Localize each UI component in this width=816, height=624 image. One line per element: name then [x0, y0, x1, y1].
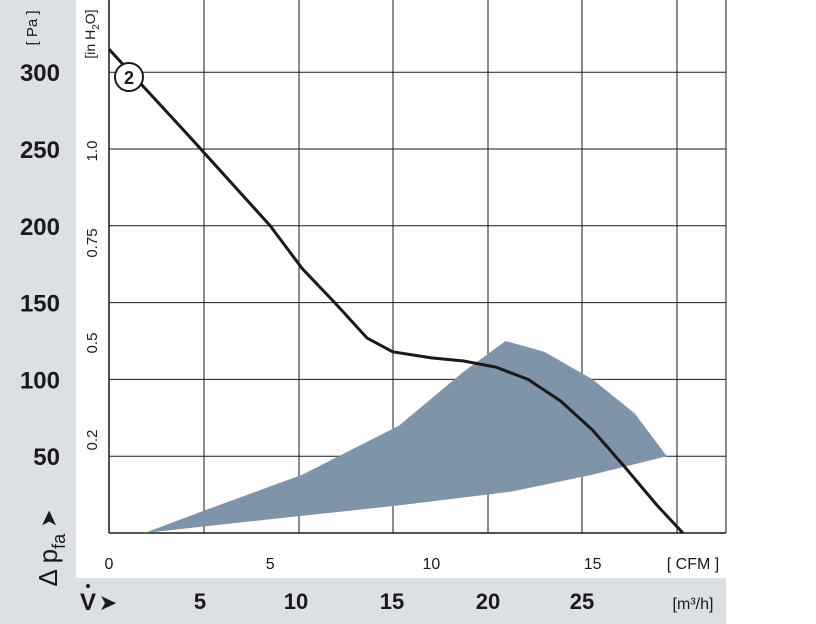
m3h-unit-label: [m³/h]: [673, 596, 714, 613]
y-axis-label: Δ pfa➤: [33, 509, 69, 586]
inh2o-tick-0.75: 0.75: [84, 228, 101, 257]
inh2o-tick-1.0: 1.0: [84, 141, 101, 162]
pa-tick-300: 300: [20, 60, 60, 87]
inh2o-tick-0.5: 0.5: [84, 333, 101, 354]
cfm-tick-15: 15: [584, 556, 602, 573]
m3h-tick-15: 15: [380, 589, 404, 614]
series-label: 2: [124, 68, 134, 88]
m3h-tick-25: 25: [570, 589, 594, 614]
cfm-tick-5: 5: [266, 556, 275, 573]
cfm-tick-0: 0: [105, 556, 114, 573]
series-label-marker: 2: [114, 62, 144, 92]
series-line-2: [107, 48, 684, 535]
x-axis-symbol: V: [80, 589, 96, 616]
cfm-unit-label: [ CFM ]: [667, 556, 719, 573]
pa-tick-50: 50: [33, 444, 60, 471]
left-axis-band: [0, 0, 76, 578]
pa-unit-label: [ Pa ]: [24, 10, 41, 45]
tick-labels: 300 250 200 150 100 50 1.0 0.75 0.5 0.2 0 5 10 15 5 10 1…: [20, 60, 602, 614]
pa-tick-250: 250: [20, 137, 60, 164]
m3h-tick-10: 10: [284, 589, 308, 614]
pa-tick-200: 200: [20, 214, 60, 241]
inh2o-unit-label: [in H2O]: [82, 9, 102, 58]
grid: [108, 0, 727, 534]
pa-tick-100: 100: [20, 367, 60, 394]
m3h-tick-5: 5: [194, 589, 206, 614]
pa-tick-150: 150: [20, 291, 60, 318]
inh2o-tick-0.2: 0.2: [84, 430, 101, 451]
x-axis-arrow: ➤: [99, 590, 117, 615]
x-axis-label: V ➤: [80, 584, 117, 616]
m3h-tick-20: 20: [476, 589, 500, 614]
operating-area: [144, 341, 667, 533]
bottom-axis-band: [0, 578, 726, 624]
cfm-tick-10: 10: [423, 556, 441, 573]
